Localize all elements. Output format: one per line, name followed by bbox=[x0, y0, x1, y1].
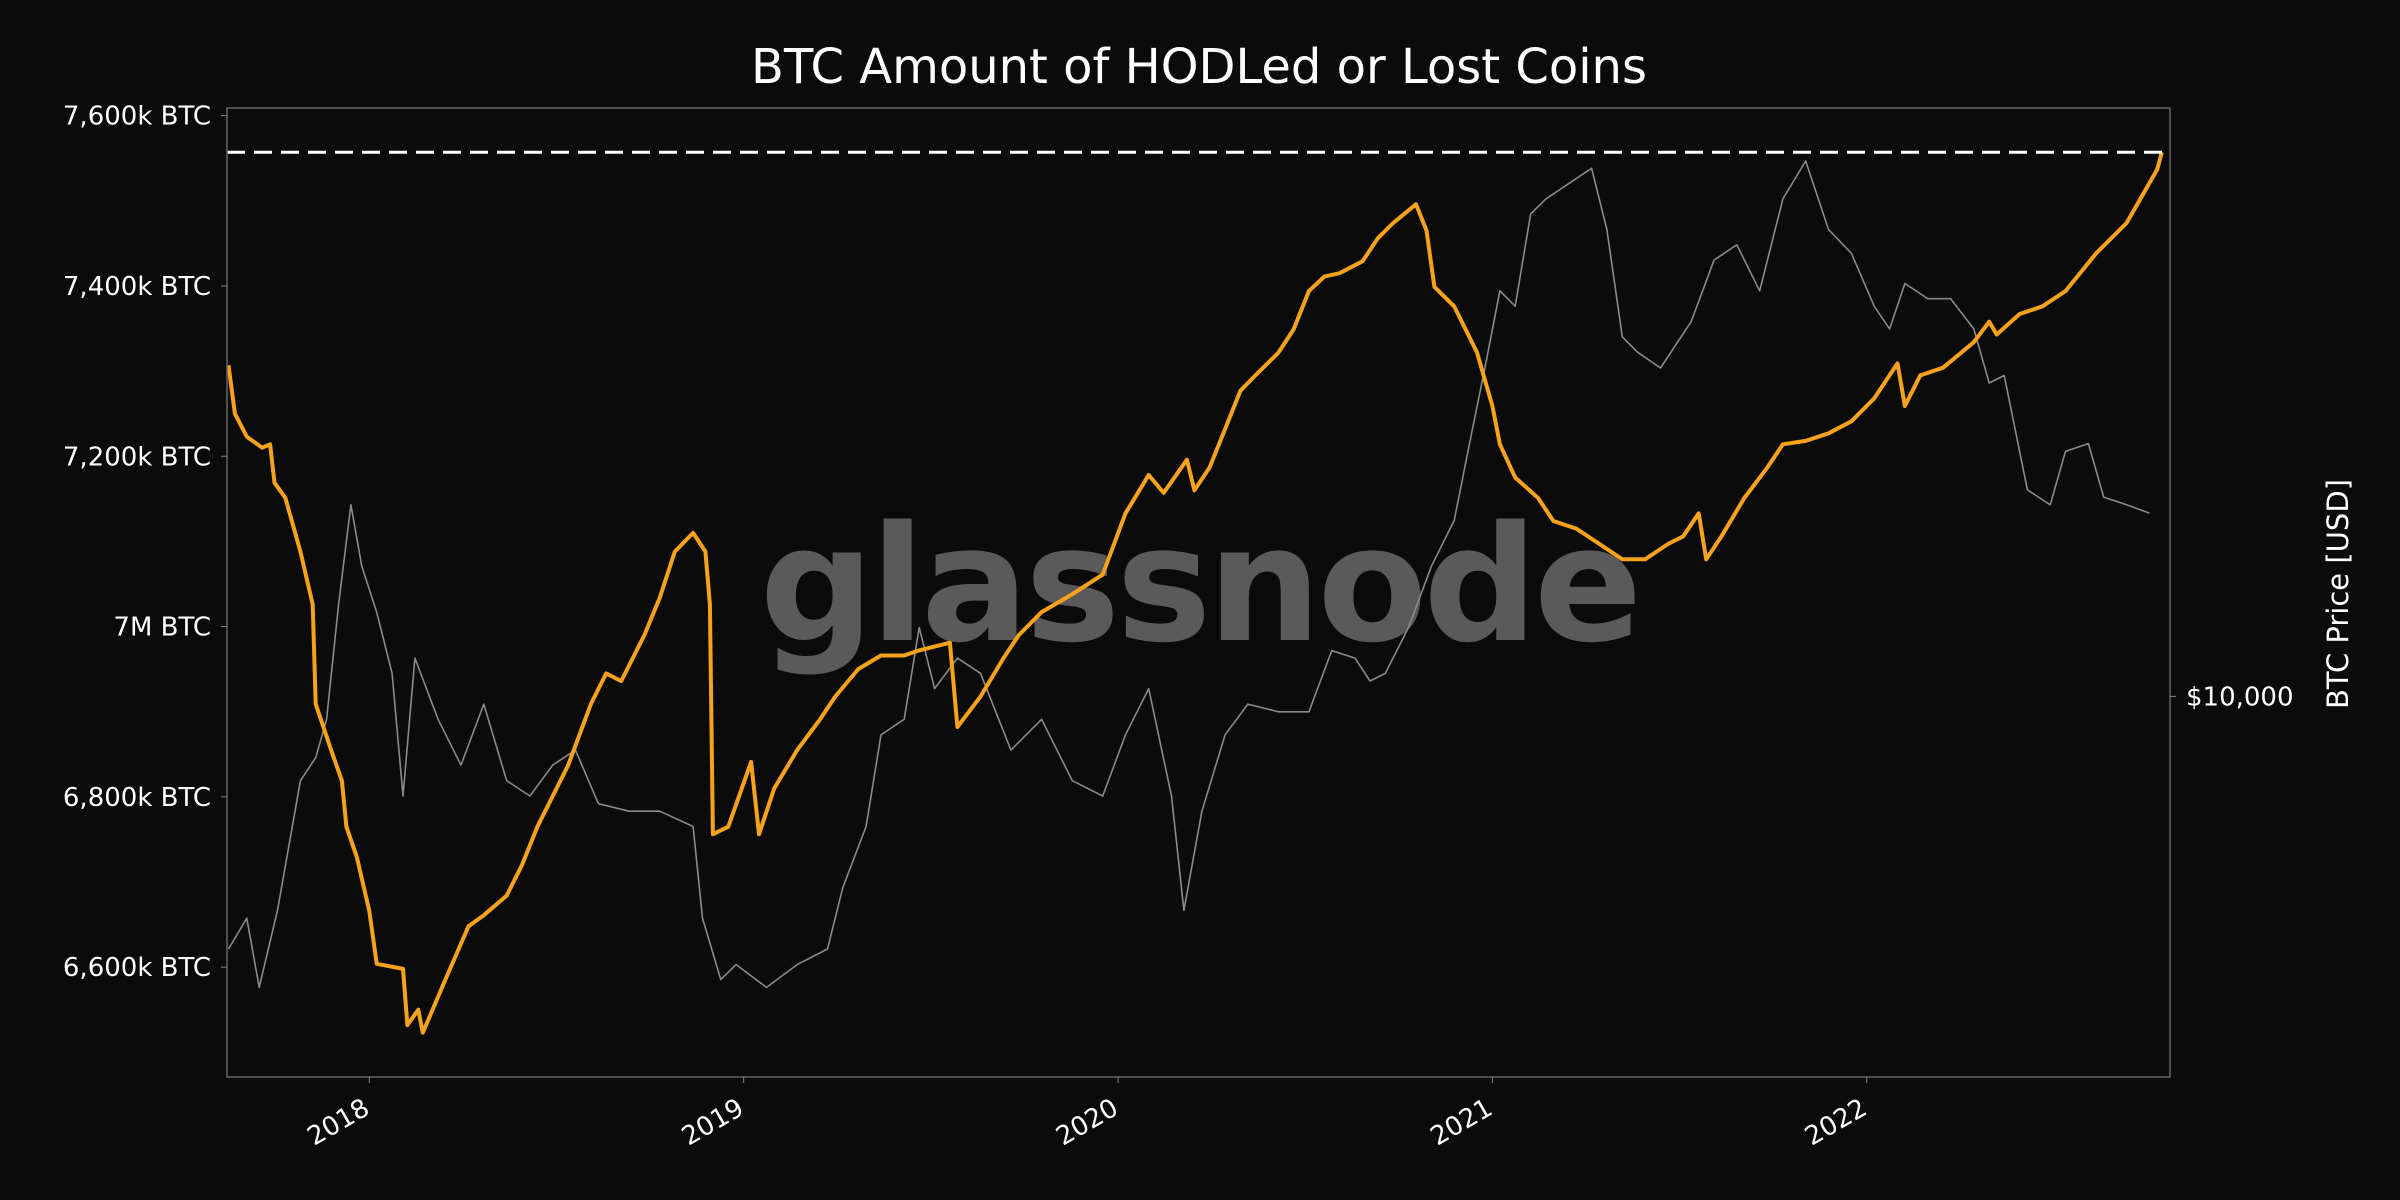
price-series bbox=[227, 160, 2150, 989]
y-tick-label: 6,800k BTC bbox=[63, 783, 211, 813]
right-tick-label: $10,000 bbox=[2186, 682, 2294, 712]
price-line bbox=[227, 160, 2150, 989]
right-axis: $10,000 bbox=[2170, 682, 2294, 712]
chart-title: BTC Amount of HODLed or Lost Coins bbox=[751, 39, 1647, 95]
y-tick-label: 6,600k BTC bbox=[63, 953, 211, 983]
y-tick-label: 7,200k BTC bbox=[63, 442, 211, 472]
y-tick-label: 7,600k BTC bbox=[63, 102, 211, 132]
right-axis-label: BTC Price [USD] bbox=[2321, 479, 2355, 709]
left-axis: 7,600k BTC 7,400k BTC 7,200k BTC 7M BTC 6,80… bbox=[63, 102, 227, 983]
hodl-line bbox=[226, 151, 2164, 1035]
watermark-logo: glassnode bbox=[760, 491, 1639, 678]
y-tick-label: 7,400k BTC bbox=[63, 272, 211, 302]
y-tick-label: 7M BTC bbox=[113, 613, 211, 643]
hodl-series bbox=[226, 151, 2164, 1035]
plot-frame bbox=[226, 107, 2171, 1078]
